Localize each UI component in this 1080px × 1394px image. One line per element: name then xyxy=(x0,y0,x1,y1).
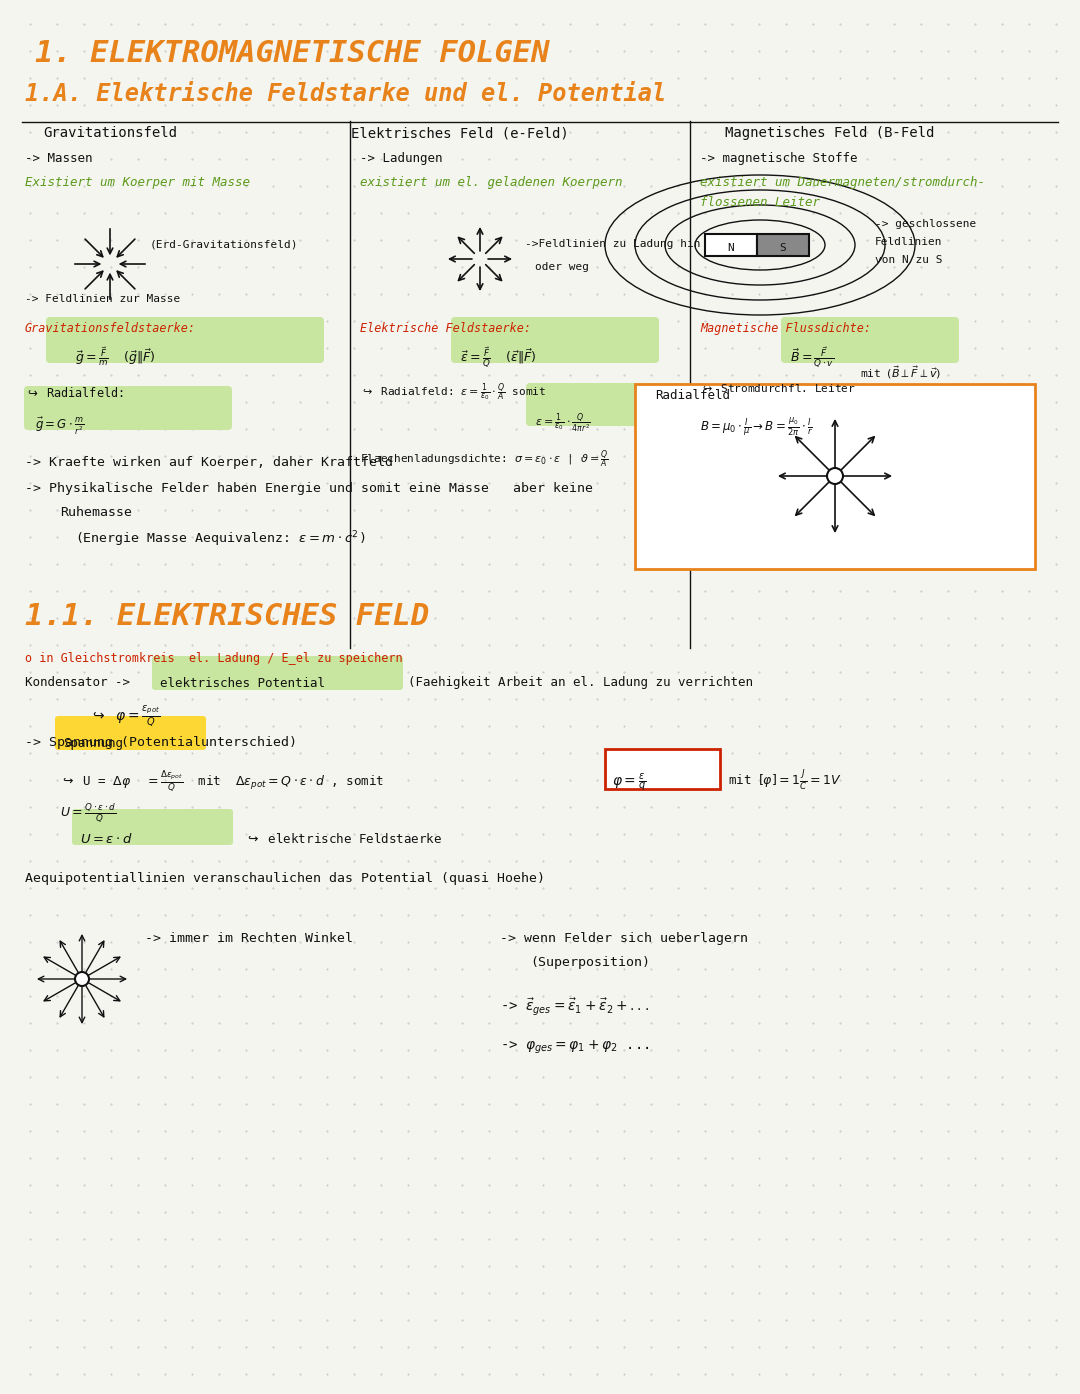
Text: Feldlinien: Feldlinien xyxy=(875,237,943,247)
FancyBboxPatch shape xyxy=(781,316,959,362)
Text: existiert um Dauermagneten/stromdurch-: existiert um Dauermagneten/stromdurch- xyxy=(700,176,985,190)
FancyBboxPatch shape xyxy=(55,717,206,750)
Bar xyxy=(705,234,757,256)
Text: $\vec{g} = \frac{\vec{F}}{m}$  $(\vec{g}\|\vec{F})$: $\vec{g} = \frac{\vec{F}}{m}$ $(\vec{g}\… xyxy=(75,346,156,368)
Text: Elektrisches Feld (e-Feld): Elektrisches Feld (e-Feld) xyxy=(351,125,569,139)
Text: Aequipotentiallinien veranschaulichen das Potential (quasi Hoehe): Aequipotentiallinien veranschaulichen da… xyxy=(25,873,545,885)
Text: Gravitationsfeld: Gravitationsfeld xyxy=(43,125,177,139)
Text: S: S xyxy=(780,243,786,252)
Text: 1.1. ELEKTRISCHES FELD: 1.1. ELEKTRISCHES FELD xyxy=(25,602,429,631)
Text: flossenen Leiter: flossenen Leiter xyxy=(700,197,820,209)
Text: Existiert um Koerper mit Masse: Existiert um Koerper mit Masse xyxy=(25,176,249,190)
Text: (Superposition): (Superposition) xyxy=(530,956,650,969)
Text: Magnetisches Feld (B-Feld: Magnetisches Feld (B-Feld xyxy=(726,125,934,139)
Text: Radialfeld: Radialfeld xyxy=(654,389,730,401)
Text: $\vec{\varepsilon} = \frac{\vec{F}}{Q}$  $(\vec{\varepsilon}\|\vec{F})$: $\vec{\varepsilon} = \frac{\vec{F}}{Q}$ … xyxy=(460,346,537,371)
Text: $\vec{g} = G \cdot \frac{m}{r^2}$: $\vec{g} = G \cdot \frac{m}{r^2}$ xyxy=(35,415,84,438)
Text: (Energie Masse Aequivalenz: $\varepsilon = m \cdot c^2$): (Energie Masse Aequivalenz: $\varepsilon… xyxy=(75,528,365,549)
Text: N: N xyxy=(728,243,734,252)
Text: $\hookrightarrow$ U = $\Delta\varphi$  $= \frac{\Delta\varepsilon_{pot}}{Q}$  mi: $\hookrightarrow$ U = $\Delta\varphi$ $=… xyxy=(60,769,384,795)
FancyBboxPatch shape xyxy=(72,809,233,845)
Text: $\varphi = \frac{\varepsilon}{q}$: $\varphi = \frac{\varepsilon}{q}$ xyxy=(612,772,646,795)
FancyBboxPatch shape xyxy=(526,383,689,427)
Text: -> $\varphi_{ges} = \varphi_1 + \varphi_2$ ...: -> $\varphi_{ges} = \varphi_1 + \varphi_… xyxy=(500,1039,649,1057)
Text: mit $(\vec{B}\perp\vec{F}\perp\vec{v})$: mit $(\vec{B}\perp\vec{F}\perp\vec{v})$ xyxy=(860,364,942,381)
FancyBboxPatch shape xyxy=(691,383,984,429)
Text: Gravitationsfeldstaerke:: Gravitationsfeldstaerke: xyxy=(25,322,195,335)
Text: (Faehigkeit Arbeit an el. Ladung zu verrichten: (Faehigkeit Arbeit an el. Ladung zu verr… xyxy=(408,676,753,689)
Text: -> geschlossene: -> geschlossene xyxy=(875,219,976,229)
FancyBboxPatch shape xyxy=(451,316,659,362)
Bar xyxy=(605,749,720,789)
Text: (Erd-Gravitationsfeld): (Erd-Gravitationsfeld) xyxy=(150,238,298,250)
FancyBboxPatch shape xyxy=(46,316,324,362)
Text: $U = \varepsilon \cdot d$: $U = \varepsilon \cdot d$ xyxy=(80,832,133,846)
Text: -> $\vec{\varepsilon}_{ges} = \vec{\varepsilon}_1 + \vec{\varepsilon}_2 + ...$: -> $\vec{\varepsilon}_{ges} = \vec{\vare… xyxy=(500,995,649,1018)
Text: $\hookrightarrow$ Stromdurchfl. Leiter: $\hookrightarrow$ Stromdurchfl. Leiter xyxy=(700,382,856,395)
Text: -> wenn Felder sich ueberlagern: -> wenn Felder sich ueberlagern xyxy=(500,933,748,945)
Text: $U = \frac{Q \cdot \varepsilon \cdot d}{Q}$: $U = \frac{Q \cdot \varepsilon \cdot d}{… xyxy=(60,802,116,825)
Text: elektrisches Potential: elektrisches Potential xyxy=(160,677,325,690)
Text: $\hookrightarrow$ Radialfeld: $\varepsilon = \frac{1}{\varepsilon_0} \cdot \frac: $\hookrightarrow$ Radialfeld: $\varepsil… xyxy=(360,382,546,404)
Text: Spannung: Spannung xyxy=(63,737,123,750)
Text: -> Physikalische Felder haben Energie und somit eine Masse   aber keine: -> Physikalische Felder haben Energie un… xyxy=(25,482,593,495)
Text: -> Massen: -> Massen xyxy=(25,152,93,164)
Text: $\hookrightarrow$ $\varphi = \frac{\varepsilon_{pot}}{Q}$: $\hookrightarrow$ $\varphi = \frac{\vare… xyxy=(90,704,160,729)
Text: von N zu S: von N zu S xyxy=(875,255,943,265)
Text: $B = \mu_0 \cdot \frac{I}{\mu} \rightarrow B = \frac{\mu_0}{2\pi} \cdot \frac{I}: $B = \mu_0 \cdot \frac{I}{\mu} \rightarr… xyxy=(700,415,813,438)
Text: -> immer im Rechten Winkel: -> immer im Rechten Winkel xyxy=(145,933,353,945)
Text: 1. ELEKTROMAGNETISCHE FOLGEN: 1. ELEKTROMAGNETISCHE FOLGEN xyxy=(35,39,550,68)
Text: oder weg: oder weg xyxy=(535,262,589,272)
Text: Ruhemasse: Ruhemasse xyxy=(60,506,132,519)
Text: -> Feldlinien zur Masse: -> Feldlinien zur Masse xyxy=(25,294,180,304)
Text: -> magnetische Stoffe: -> magnetische Stoffe xyxy=(700,152,858,164)
Circle shape xyxy=(827,468,843,484)
Text: -> Ladungen: -> Ladungen xyxy=(360,152,443,164)
Text: -> Spannung (Potentialunterschied): -> Spannung (Potentialunterschied) xyxy=(25,736,297,749)
Text: mit $[\varphi] = 1\frac{J}{C} = 1V$: mit $[\varphi] = 1\frac{J}{C} = 1V$ xyxy=(728,769,841,793)
Text: Flaechenladungsdichte: $\sigma = \varepsilon_0 \cdot \varepsilon$ | $\vartheta =: Flaechenladungsdichte: $\sigma = \vareps… xyxy=(360,449,609,471)
Bar xyxy=(757,234,809,256)
Bar xyxy=(635,383,1035,569)
FancyBboxPatch shape xyxy=(152,657,403,690)
Text: $\hookrightarrow$ Radialfeld:: $\hookrightarrow$ Radialfeld: xyxy=(25,386,123,400)
Circle shape xyxy=(75,972,89,986)
Text: -> Kraefte wirken auf Koerper, daher Kraftfeld: -> Kraefte wirken auf Koerper, daher Kra… xyxy=(25,456,393,468)
FancyBboxPatch shape xyxy=(24,386,232,429)
Text: 1.A. Elektrische Feldstarke und el. Potential: 1.A. Elektrische Feldstarke und el. Pote… xyxy=(25,82,666,106)
Text: o in Gleichstromkreis  el. Ladung / E_el zu speichern: o in Gleichstromkreis el. Ladung / E_el … xyxy=(25,652,403,665)
Text: $\varepsilon = \frac{1}{\varepsilon_0} \cdot \frac{Q}{4\pi r^2}$: $\varepsilon = \frac{1}{\varepsilon_0} \… xyxy=(535,413,591,435)
Text: Kondensator ->: Kondensator -> xyxy=(25,676,130,689)
Text: existiert um el. geladenen Koerpern: existiert um el. geladenen Koerpern xyxy=(360,176,622,190)
Text: Elektrische Feldstaerke:: Elektrische Feldstaerke: xyxy=(360,322,531,335)
Text: ->Feldlinien zu Ladung hin: ->Feldlinien zu Ladung hin xyxy=(525,238,701,250)
Text: $\vec{B} = \frac{\vec{F}}{Q \cdot v}$: $\vec{B} = \frac{\vec{F}}{Q \cdot v}$ xyxy=(789,346,834,371)
Text: $\hookrightarrow$ elektrische Feldstaerke: $\hookrightarrow$ elektrische Feldstaerk… xyxy=(245,832,442,846)
Text: Magnetische Flussdichte:: Magnetische Flussdichte: xyxy=(700,322,870,335)
